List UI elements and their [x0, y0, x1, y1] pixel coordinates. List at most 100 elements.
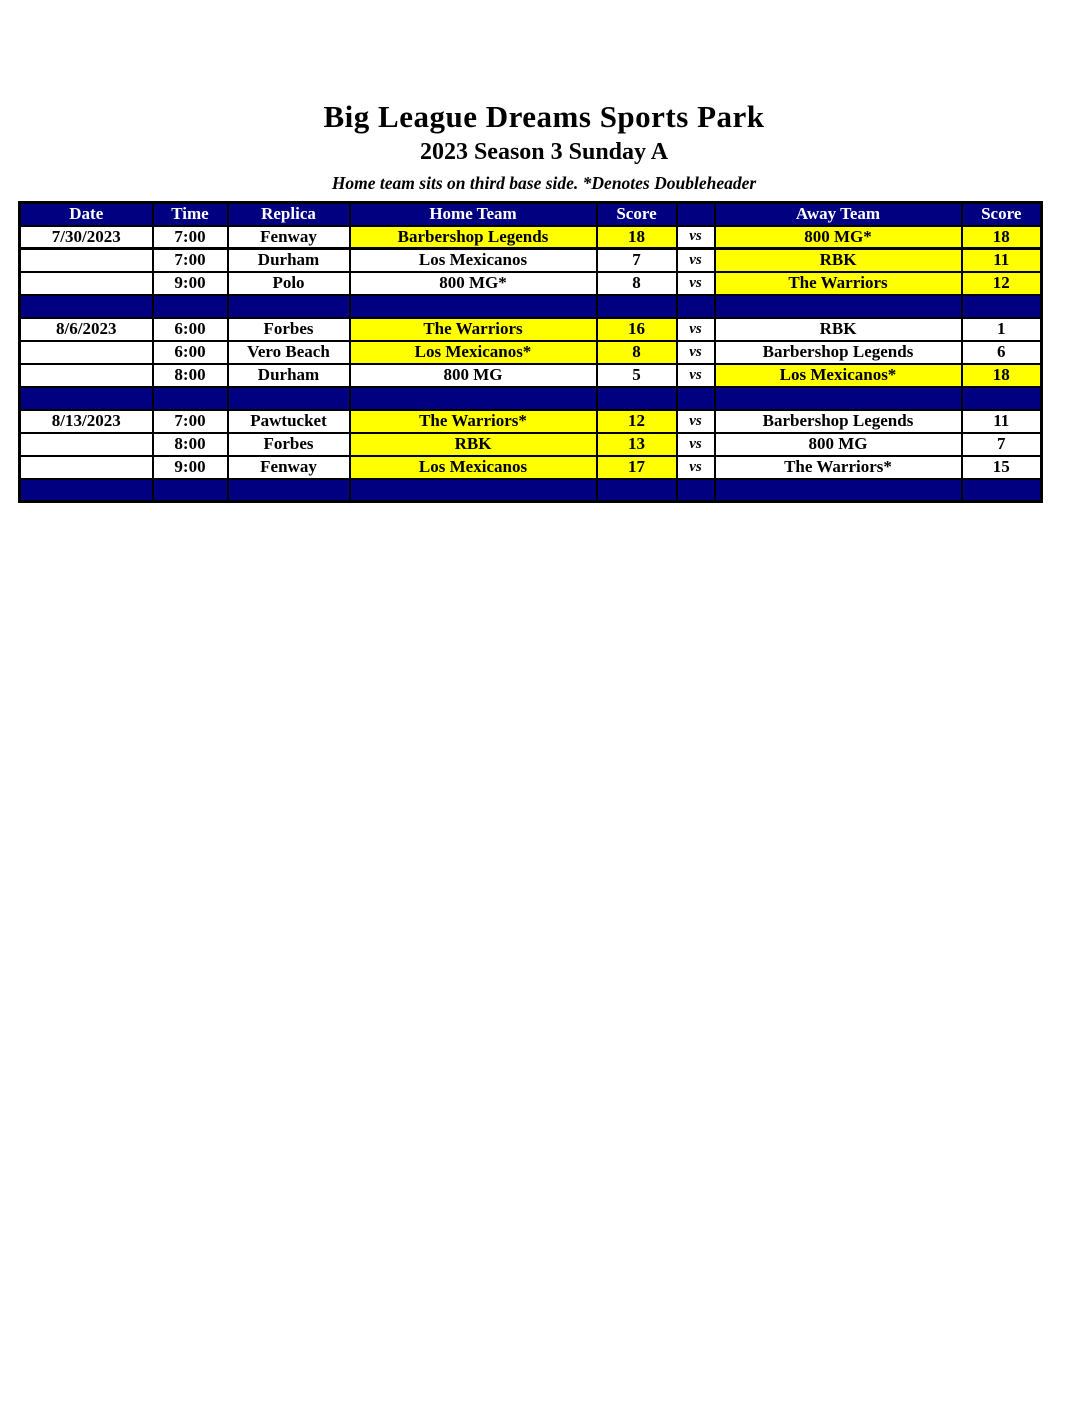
vs-cell: vs: [675, 431, 716, 457]
time-cell: 9:00: [151, 454, 229, 480]
separator-row: [18, 293, 1043, 319]
table-header-row: Date Time Replica Home Team Score Away T…: [18, 201, 1043, 227]
separator-cell: [713, 293, 963, 319]
header-replica: Replica: [226, 201, 351, 227]
separator-cell: [348, 477, 598, 503]
home-team-cell: Los Mexicanos: [348, 247, 598, 273]
separator-cell: [151, 385, 229, 411]
away-score-cell: 11: [960, 247, 1043, 273]
game-row: 8/13/2023 7:00 Pawtucket The Warriors* 12 vs B…: [18, 408, 1043, 434]
header-vs: [675, 201, 716, 227]
date-cell: [18, 454, 154, 480]
separator-row: [18, 385, 1043, 411]
game-row: 6:00 Vero Beach Los Mexicanos* 8 vs Barbersho…: [18, 339, 1043, 365]
home-score-cell: 18: [595, 224, 678, 250]
away-score-cell: 11: [960, 408, 1043, 434]
game-row: 9:00 Polo 800 MG* 8 vs The Warriors 12: [18, 270, 1043, 296]
home-score-cell: 17: [595, 454, 678, 480]
away-score-cell: 18: [960, 362, 1043, 388]
date-cell: 8/6/2023: [18, 316, 154, 342]
home-team-cell: RBK: [348, 431, 598, 457]
vs-cell: vs: [675, 408, 716, 434]
separator-cell: [18, 477, 154, 503]
home-score-cell: 12: [595, 408, 678, 434]
replica-cell: Forbes: [226, 431, 351, 457]
game-row: 7/30/2023 7:00 Fenway Barbershop Legends 18 v…: [18, 224, 1043, 250]
home-score-cell: 5: [595, 362, 678, 388]
separator-cell: [595, 293, 678, 319]
separator-cell: [675, 385, 716, 411]
away-score-cell: 1: [960, 316, 1043, 342]
replica-cell: Forbes: [226, 316, 351, 342]
date-cell: 7/30/2023: [18, 224, 154, 250]
away-score-cell: 15: [960, 454, 1043, 480]
game-row: 8/6/2023 6:00 Forbes The Warriors 16 vs RBK 1: [18, 316, 1043, 342]
vs-cell: vs: [675, 316, 716, 342]
time-cell: 9:00: [151, 270, 229, 296]
separator-cell: [151, 477, 229, 503]
replica-cell: Pawtucket: [226, 408, 351, 434]
replica-cell: Durham: [226, 247, 351, 273]
separator-cell: [348, 385, 598, 411]
page-note: Home team sits on third base side. *Deno…: [331, 173, 757, 193]
separator-cell: [595, 477, 678, 503]
replica-cell: Vero Beach: [226, 339, 351, 365]
header-home-score: Score: [595, 201, 678, 227]
home-team-cell: 800 MG*: [348, 270, 598, 296]
home-score-cell: 16: [595, 316, 678, 342]
home-team-cell: Los Mexicanos*: [348, 339, 598, 365]
home-team-cell: 800 MG: [348, 362, 598, 388]
separator-cell: [226, 477, 351, 503]
separator-cell: [960, 477, 1043, 503]
time-cell: 7:00: [151, 408, 229, 434]
away-team-cell: Los Mexicanos*: [713, 362, 963, 388]
time-cell: 8:00: [151, 431, 229, 457]
header-home-team: Home Team: [348, 201, 598, 227]
vs-cell: vs: [675, 270, 716, 296]
page-header: Big League Dreams Sports Park 2023 Seaso…: [0, 0, 1088, 196]
time-cell: 8:00: [151, 362, 229, 388]
away-team-cell: 800 MG*: [713, 224, 963, 250]
date-cell: [18, 362, 154, 388]
separator-cell: [713, 477, 963, 503]
game-row: 8:00 Durham 800 MG 5 vs Los Mexicanos* 18: [18, 362, 1043, 388]
game-row: 9:00 Fenway Los Mexicanos 17 vs The Warriors*…: [18, 454, 1043, 480]
replica-cell: Polo: [226, 270, 351, 296]
away-team-cell: The Warriors: [713, 270, 963, 296]
away-team-cell: RBK: [713, 247, 963, 273]
away-score-cell: 12: [960, 270, 1043, 296]
date-cell: [18, 339, 154, 365]
home-score-cell: 7: [595, 247, 678, 273]
home-score-cell: 13: [595, 431, 678, 457]
separator-cell: [348, 293, 598, 319]
away-team-cell: The Warriors*: [713, 454, 963, 480]
vs-cell: vs: [675, 339, 716, 365]
away-score-cell: 18: [960, 224, 1043, 250]
home-team-cell: The Warriors: [348, 316, 598, 342]
date-cell: 8/13/2023: [18, 408, 154, 434]
separator-cell: [675, 477, 716, 503]
time-cell: 7:00: [151, 224, 229, 250]
vs-cell: vs: [675, 454, 716, 480]
header-away-score: Score: [960, 201, 1043, 227]
separator-cell: [595, 385, 678, 411]
time-cell: 6:00: [151, 316, 229, 342]
away-score-cell: 7: [960, 431, 1043, 457]
header-away-team: Away Team: [713, 201, 963, 227]
home-score-cell: 8: [595, 270, 678, 296]
vs-cell: vs: [675, 247, 716, 273]
home-team-cell: The Warriors*: [348, 408, 598, 434]
schedule-table: Date Time Replica Home Team Score Away T…: [18, 201, 1043, 503]
page-subtitle: 2023 Season 3 Sunday A: [419, 139, 669, 165]
header-time: Time: [151, 201, 229, 227]
header-date: Date: [18, 201, 154, 227]
separator-cell: [713, 385, 963, 411]
replica-cell: Fenway: [226, 224, 351, 250]
separator-cell: [151, 293, 229, 319]
home-team-cell: Barbershop Legends: [348, 224, 598, 250]
time-cell: 7:00: [151, 247, 229, 273]
vs-cell: vs: [675, 224, 716, 250]
away-team-cell: Barbershop Legends: [713, 408, 963, 434]
separator-cell: [18, 385, 154, 411]
page-title: Big League Dreams Sports Park: [323, 99, 765, 134]
